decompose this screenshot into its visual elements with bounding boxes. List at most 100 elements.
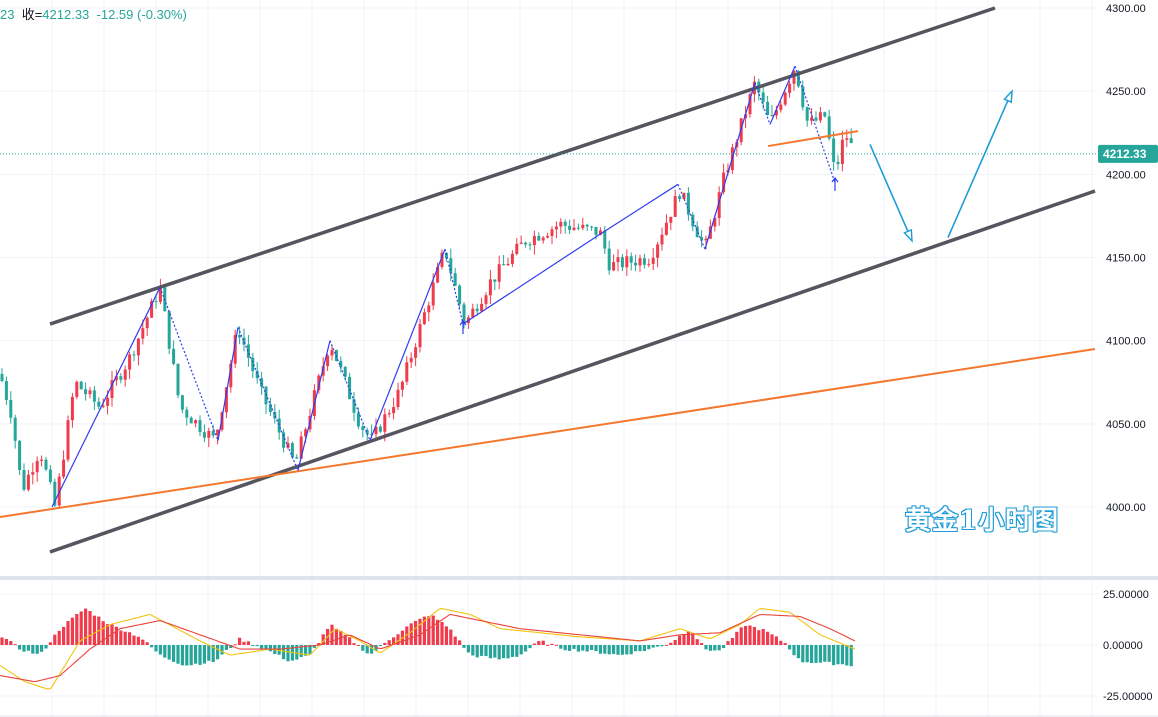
candle <box>818 106 822 123</box>
candle <box>66 415 70 463</box>
macd-bar <box>726 641 730 645</box>
candle <box>757 78 761 101</box>
macd-bar <box>352 643 356 645</box>
candle <box>282 428 286 453</box>
macd-bar <box>660 645 664 647</box>
candle-body <box>361 426 365 431</box>
zigzag-segment <box>444 249 464 325</box>
macd-bar <box>185 645 189 666</box>
candle-body <box>550 229 554 236</box>
candle-body <box>559 221 563 227</box>
candle <box>392 397 396 420</box>
candle-body <box>48 469 52 482</box>
candle <box>651 248 655 271</box>
zigzag-segment <box>51 287 161 508</box>
candle-body <box>26 474 30 490</box>
zigzag-segment <box>794 66 836 183</box>
candle <box>440 249 444 270</box>
macd-bar <box>370 645 374 654</box>
macd-bar <box>554 644 558 646</box>
candle-body <box>638 258 642 266</box>
candle <box>519 235 523 245</box>
candle <box>330 345 334 361</box>
macd-bar <box>106 624 110 645</box>
candle-body <box>70 396 74 421</box>
forecast-up-arrow <box>947 90 1013 238</box>
candle-body <box>528 244 532 246</box>
macd-bar <box>695 639 699 645</box>
candle-body <box>682 192 686 200</box>
candle-body <box>18 440 22 471</box>
macd-bar <box>431 615 435 645</box>
price-axis-tick: 4150.00 <box>1106 253 1146 265</box>
macd-bar <box>79 611 83 645</box>
zigzag-segment <box>462 233 601 325</box>
candle <box>167 311 171 355</box>
candle <box>691 212 695 232</box>
candle-body <box>568 225 572 230</box>
candle-body <box>158 287 162 302</box>
price-axis-tick: 4100.00 <box>1106 336 1146 348</box>
candle <box>502 254 506 266</box>
macd-bar <box>796 645 800 659</box>
macd-bar <box>40 645 44 652</box>
macd-bar <box>546 644 550 646</box>
candle <box>550 226 554 245</box>
candle-body <box>400 381 404 390</box>
candle <box>198 415 202 437</box>
channel-upper-line <box>49 6 996 326</box>
candle <box>84 382 88 401</box>
candle <box>119 372 123 384</box>
candle <box>88 387 92 399</box>
candle <box>62 450 66 480</box>
macd-bar <box>255 645 259 647</box>
candle-body <box>700 237 704 241</box>
macd-bar <box>66 621 70 645</box>
macd-bar <box>0 637 4 645</box>
candle-body <box>317 375 321 391</box>
macd-bar <box>616 645 620 655</box>
macd-bar <box>506 645 510 659</box>
candle <box>242 328 246 352</box>
macd-bar <box>673 639 677 645</box>
candle <box>299 431 303 459</box>
candle <box>44 456 48 472</box>
candle-body <box>664 222 668 235</box>
candle-body <box>40 459 44 461</box>
candle-body <box>849 138 853 144</box>
candle-body <box>422 312 426 325</box>
candle-body <box>290 443 294 458</box>
macd-bar <box>502 645 506 659</box>
candle-body <box>304 429 308 437</box>
macd-bar <box>260 645 264 649</box>
candle <box>563 219 567 234</box>
macd-bar <box>220 645 224 655</box>
pivot-up-arrow <box>831 176 839 191</box>
macd-bar <box>598 645 602 654</box>
candle <box>290 441 294 460</box>
zigzag-segment <box>159 287 219 441</box>
candle-body <box>673 196 677 217</box>
candle-body <box>110 380 114 398</box>
candle-body <box>484 295 488 304</box>
macd-bar <box>84 608 88 645</box>
macd-bar <box>629 645 633 655</box>
macd-bar <box>528 645 532 649</box>
candle-body <box>695 226 699 238</box>
pivot-up-arrow <box>459 320 467 335</box>
macd-bar <box>497 645 501 660</box>
macd-bar <box>488 645 492 659</box>
candle-body <box>238 335 242 338</box>
candle <box>559 218 563 234</box>
macd-bar <box>343 634 347 645</box>
candle-body <box>691 214 695 227</box>
candle <box>647 258 651 268</box>
candle <box>475 303 479 316</box>
candle-body <box>176 363 180 396</box>
candle-body <box>396 389 400 408</box>
macd-bar <box>92 615 96 645</box>
macd-bar <box>612 645 616 654</box>
candle-body <box>510 253 514 264</box>
candle-body <box>44 459 48 470</box>
